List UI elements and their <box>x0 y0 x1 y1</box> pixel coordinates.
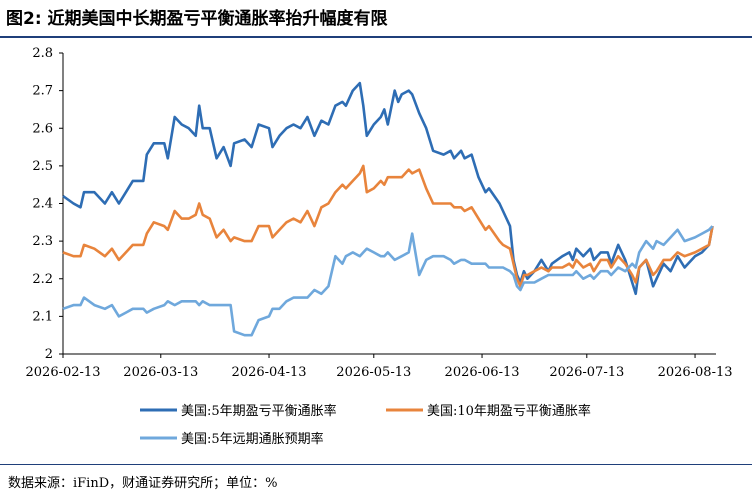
source-note: 数据来源：iFinD，财通证券研究所；单位：% <box>8 476 278 491</box>
y-tick-label: 2.1 <box>32 309 53 324</box>
legend-label: 美国:5年远期通胀预期率 <box>181 431 324 447</box>
y-tick-label: 2.7 <box>32 84 53 99</box>
series-layer <box>62 81 714 337</box>
x-axis: 2026-02-13 2026-03-13 2026-04-13 2026-05-13… <box>26 353 733 380</box>
chart-title: 图2: 近期美国中长期盈亏平衡通胀率抬升幅度有限 <box>6 9 388 29</box>
y-tick-label: 2.2 <box>32 272 53 287</box>
legend-label: 美国:5年期盈亏平衡通胀率 <box>181 403 337 419</box>
y-tick-label: 2.4 <box>32 197 53 212</box>
x-tick-label: 2026-05-13 <box>336 365 411 380</box>
y-tick-label: 2.8 <box>32 46 53 61</box>
x-tick-label: 2026-08-13 <box>658 365 733 380</box>
y-tick-label: 2 <box>45 347 53 362</box>
x-tick-label: 2026-04-13 <box>232 365 307 380</box>
series-line-2 <box>62 164 714 288</box>
title-divider <box>0 36 752 38</box>
x-tick-label: 2026-03-13 <box>123 365 198 380</box>
legend-label: 美国:10年期盈亏平衡通胀率 <box>427 403 591 419</box>
x-tick-label: 2026-02-13 <box>26 365 101 380</box>
y-tick-label: 2.5 <box>32 159 53 174</box>
series-line-3 <box>62 225 714 337</box>
x-tick-label: 2026-07-13 <box>549 365 624 380</box>
series-line-1 <box>62 81 714 296</box>
y-tick-label: 2.3 <box>32 234 53 249</box>
y-axis: 2 2.1 2.2 2.3 2.4 2.5 2.6 2.7 2.8 <box>32 46 64 362</box>
x-tick-label: 2026-06-13 <box>445 365 520 380</box>
line-chart: 22.12.22.32.42.52.62.72.8 2026-02-13 2026… <box>26 46 733 447</box>
y-tick-label: 2.6 <box>32 121 53 136</box>
footer-divider <box>0 464 752 465</box>
